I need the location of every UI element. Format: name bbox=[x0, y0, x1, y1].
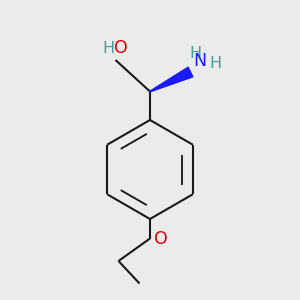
Text: N: N bbox=[193, 52, 206, 70]
Polygon shape bbox=[150, 67, 193, 92]
Text: H: H bbox=[209, 56, 221, 70]
Text: H: H bbox=[190, 46, 202, 61]
Text: H: H bbox=[102, 41, 114, 56]
Text: O: O bbox=[154, 230, 167, 248]
Text: O: O bbox=[114, 39, 128, 57]
